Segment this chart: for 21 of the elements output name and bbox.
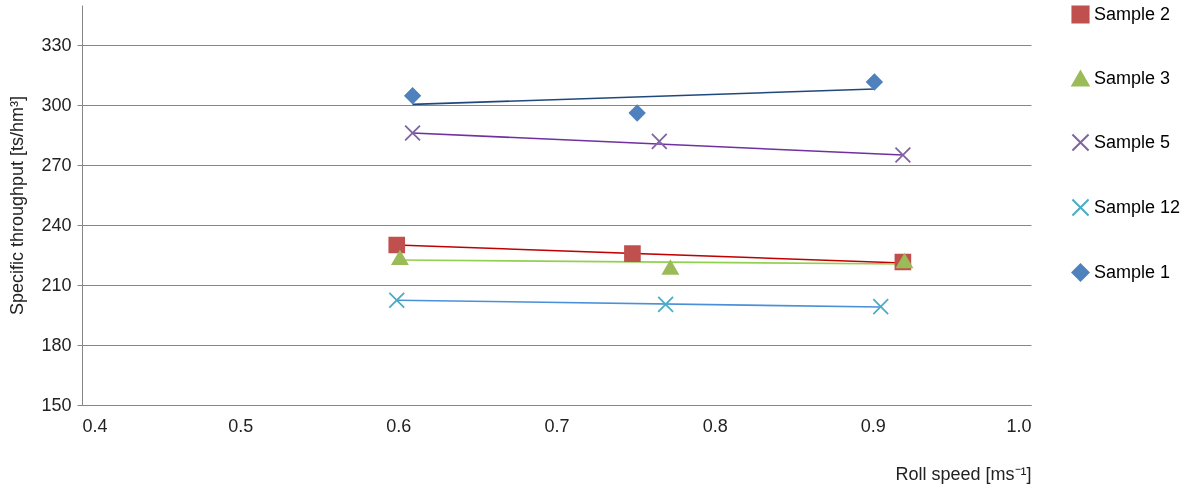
y-axis-title: Specific throughput [ts/hm³] <box>7 95 28 316</box>
y-tick-label: 180 <box>41 334 72 355</box>
x-tick-label: 0.7 <box>544 415 570 436</box>
x-tick-label: 0.9 <box>860 415 886 436</box>
y-tick-label: 240 <box>41 214 72 235</box>
x-tick-label: 0.5 <box>228 415 254 436</box>
legend-label: Sample 2 <box>1094 3 1171 24</box>
y-tick-label: 210 <box>41 274 72 295</box>
y-tick-label: 330 <box>41 34 72 55</box>
legend-label: Sample 1 <box>1094 261 1171 282</box>
y-tick-label: 300 <box>41 94 72 115</box>
x-tick-label: 0.6 <box>386 415 412 436</box>
x-axis-title: Roll speed [ms⁻¹] <box>895 463 1032 484</box>
y-tick-label: 150 <box>41 394 72 415</box>
legend-label: Sample 5 <box>1094 131 1171 152</box>
x-tick-label: 0.4 <box>82 415 108 436</box>
x-tick-label: 0.8 <box>702 415 728 436</box>
legend-label: Sample 3 <box>1094 67 1171 88</box>
legend-label: Sample 12 <box>1094 196 1181 217</box>
x-tick-label: 1.0 <box>1006 415 1032 436</box>
y-tick-label: 270 <box>41 154 72 175</box>
